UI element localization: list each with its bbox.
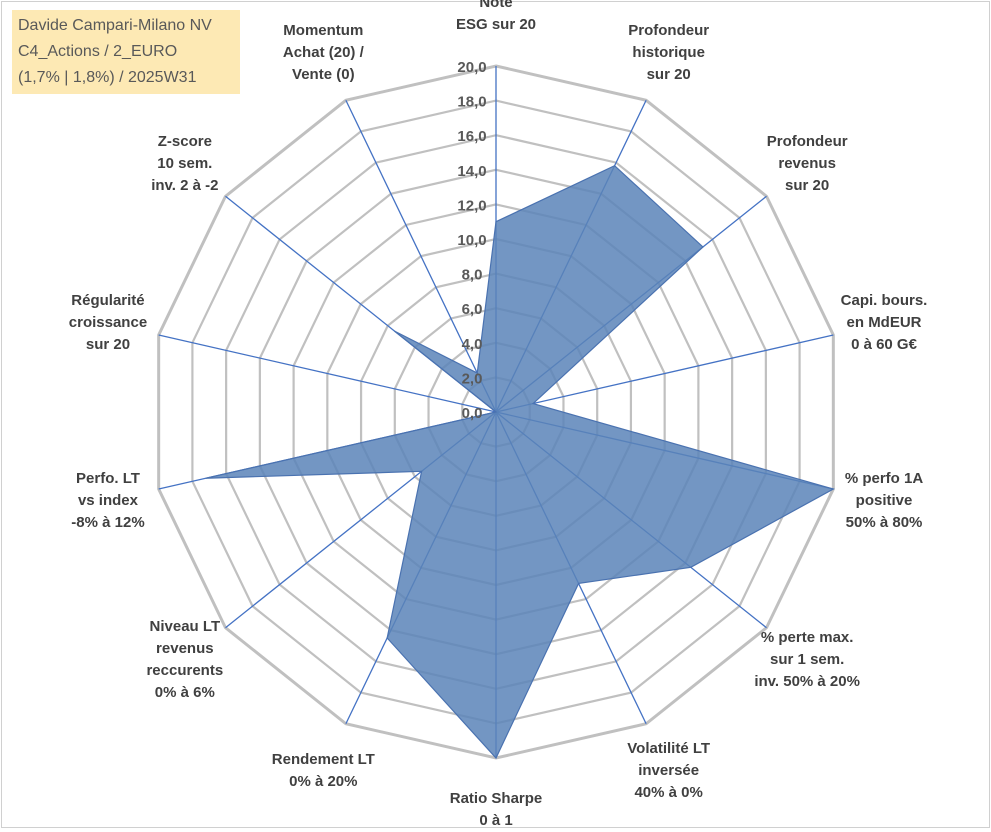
data-point-10 (421, 470, 423, 472)
chart-title-line-3: (1,7% | 1,8%) / 2025W31 (18, 69, 197, 86)
axis-spoke-4 (495, 334, 834, 413)
axis-label-line: sur 20 (646, 66, 691, 84)
axis-label-line: inv. 2 à -2 (151, 176, 219, 194)
axis-label-line: Profondeur (766, 132, 848, 150)
axis-label-line: en MdEUR (846, 314, 922, 332)
axis-label-7: Volatilité LT inversée 40% à 0% (627, 738, 710, 804)
axis-label-line: 10 sem. (157, 154, 213, 172)
axis-label-13: Z-score 10 sem. inv. 2 à -2 (151, 131, 218, 197)
axis-label-10: Niveau LT revenus reccurents 0% à 6% (146, 616, 223, 704)
axis-label-line: Niveau LT (149, 618, 221, 636)
axis-label-line: Rendement LT (271, 750, 375, 768)
axis-label-line: Perfo. LT (76, 469, 140, 487)
axis-label-11: Perfo. LT vs index -8% à 12% (71, 468, 144, 534)
axis-label-1: Note ESG sur 20 (456, 0, 536, 36)
radial-tick-labels: 0,0 2,0 4,0 6,0 8,0 10,0 12,0 14,0 16,0 18,0 20,0 (457, 59, 486, 422)
data-point-2 (614, 165, 616, 167)
axis-label-line: inversée (638, 761, 700, 779)
axis-label-line: Z-score (157, 132, 212, 150)
data-point-5 (832, 488, 834, 490)
axis-spoke-14 (345, 99, 497, 413)
tick-label-4: 8,0 (462, 267, 483, 284)
axis-label-5: % perfo 1A positive 50% à 80% (845, 468, 923, 534)
axis-label-line: -8% à 12% (71, 513, 145, 531)
tick-label-2: 4,0 (462, 336, 483, 353)
data-point-11 (205, 477, 207, 479)
tick-label-3: 6,0 (462, 301, 483, 318)
axis-label-9: Rendement LT 0% à 20% (272, 749, 375, 793)
axis-label-line: Ratio Sharpe (449, 790, 543, 807)
tick-label-0: 0,0 (462, 405, 483, 422)
tick-label-10: 20,0 (457, 59, 486, 76)
axis-label-4: Capi. bours. en MdEUR 0 à 60 G€ (841, 290, 928, 356)
axis-label-line: Note (479, 0, 513, 11)
axis-label-line: positive (855, 491, 913, 509)
axis-label-line: croissance (68, 314, 148, 332)
tick-label-6: 12,0 (457, 197, 486, 214)
axis-label-line: % perfo 1A (844, 469, 924, 487)
data-point-4 (532, 403, 534, 405)
axis-label-line: 0% à 6% (154, 684, 215, 702)
axis-label-line: 40% à 0% (634, 783, 703, 801)
radar-series (205, 165, 835, 760)
axis-label-line: Momentum (283, 22, 364, 40)
data-point-8 (495, 757, 497, 759)
axis-label-line: Achat (20) / (282, 44, 364, 62)
data-point-13 (394, 330, 396, 332)
data-point-9 (386, 637, 388, 639)
data-point-7 (578, 582, 580, 584)
data-point-14 (476, 372, 478, 374)
axis-label-line: Vente (0) (292, 66, 355, 84)
data-point-1 (495, 221, 497, 223)
axis-label-3: Profondeur revenus sur 20 (767, 131, 848, 197)
axis-label-12: Régularité croissance sur 20 (69, 290, 147, 356)
data-point-3 (702, 246, 704, 248)
axis-label-line: 50% à 80% (845, 513, 923, 531)
axis-label-line: revenus (778, 154, 836, 172)
chart-title-box: Davide Campari-Milano NV C4_Actions / 2_… (12, 10, 240, 94)
axis-label-line: % perte max. (760, 629, 854, 647)
chart-title-line-1: Davide Campari-Milano NV (18, 17, 212, 34)
series-area (205, 165, 835, 760)
axis-spoke-12 (158, 334, 497, 413)
axis-label-line: Profondeur (628, 22, 710, 40)
axis-label-line: reccurents (146, 662, 224, 680)
axis-label-line: sur 20 (85, 336, 131, 354)
axis-label-line: 0% à 20% (289, 772, 358, 790)
axis-label-6: % perte max. sur 1 sem. inv. 50% à 20% (754, 627, 860, 693)
axis-label-line: historique (632, 44, 705, 62)
axis-label-14: Momentum Achat (20) / Vente (0) (283, 20, 364, 86)
axis-label-line: Capi. bours. (840, 292, 928, 310)
tick-label-1: 2,0 (462, 370, 483, 387)
tick-label-5: 10,0 (457, 232, 486, 249)
tick-label-9: 18,0 (457, 94, 486, 111)
axis-label-line: 0 à 1 (479, 812, 513, 829)
data-point-12 (495, 411, 497, 413)
axis-label-line: 0 à 60 G€ (851, 336, 917, 354)
axis-label-line: Volatilité LT (627, 739, 711, 757)
tick-label-7: 14,0 (457, 163, 486, 180)
data-point-6 (690, 566, 692, 568)
axis-label-line: revenus (156, 640, 214, 658)
chart-title-line-2: C4_Actions / 2_EURO (18, 43, 178, 60)
axis-label-line: Régularité (71, 292, 145, 310)
axis-label-line: sur 1 sem. (770, 651, 845, 669)
axis-label-line: ESG sur 20 (455, 16, 537, 33)
tick-label-8: 16,0 (457, 128, 486, 145)
axis-label-line: inv. 50% à 20% (754, 673, 860, 691)
axis-label-line: vs index (77, 491, 138, 509)
axis-label-8: Ratio Sharpe 0 à 1 (450, 788, 543, 832)
axis-label-2: Profondeur historique sur 20 (628, 20, 709, 86)
axis-label-line: sur 20 (785, 176, 830, 194)
